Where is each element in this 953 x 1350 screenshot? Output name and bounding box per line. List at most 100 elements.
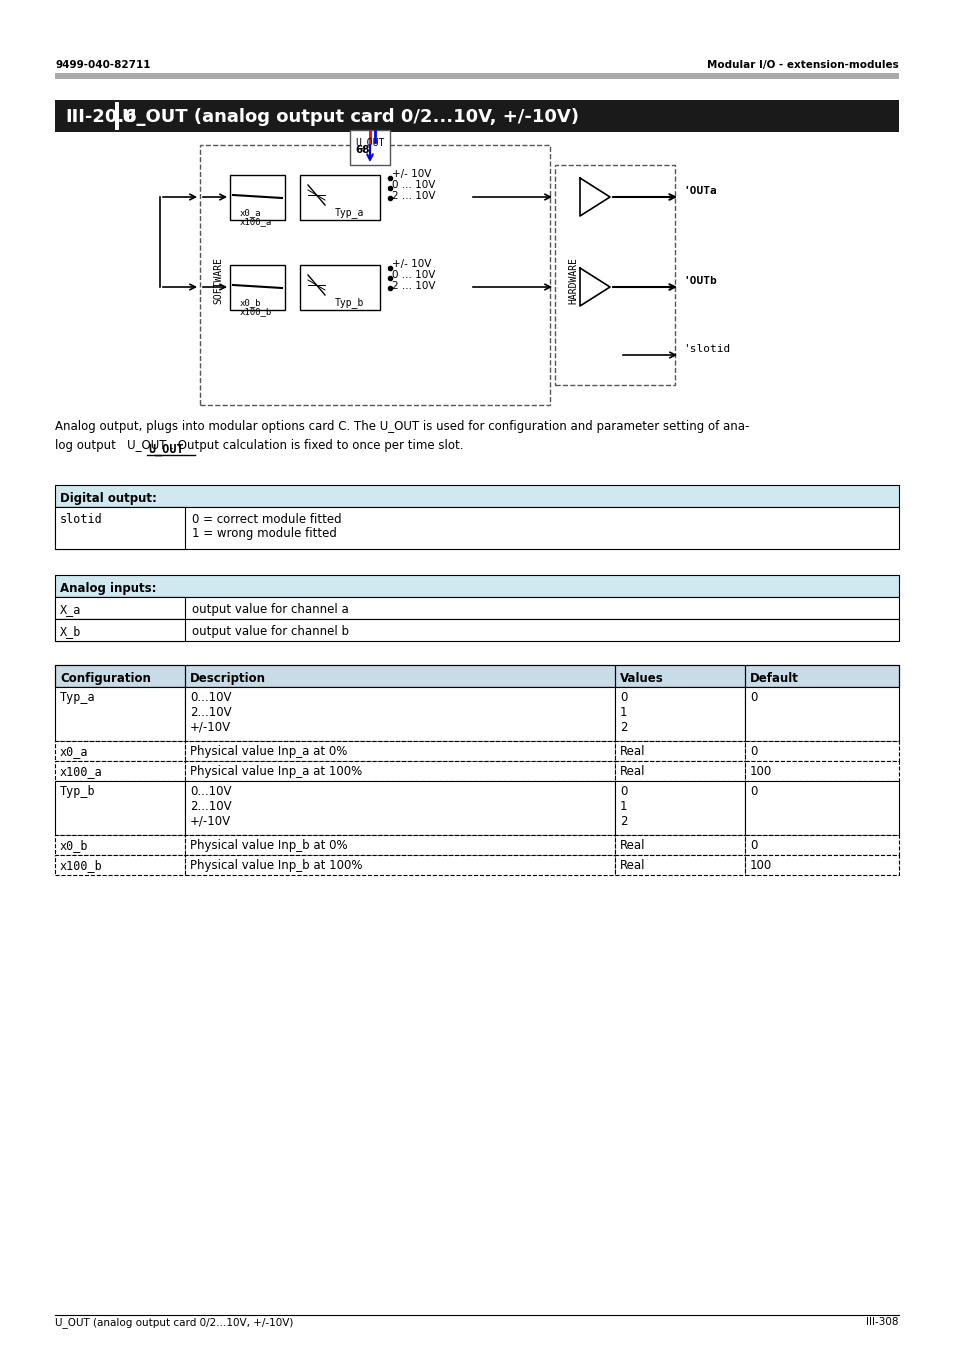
Text: Analog output, plugs into modular options card C. The U_OUT is used for configur: Analog output, plugs into modular option… — [55, 420, 749, 452]
Bar — [55, 508, 898, 549]
Bar — [55, 741, 185, 761]
Bar — [200, 144, 550, 405]
Text: 0: 0 — [619, 784, 627, 798]
Bar — [615, 741, 744, 761]
Text: 0: 0 — [749, 745, 757, 757]
Text: x0_a: x0_a — [240, 208, 261, 217]
Text: Typ_a: Typ_a — [60, 691, 95, 703]
Bar — [555, 165, 675, 385]
Text: +/-10V: +/-10V — [190, 721, 231, 734]
Bar — [744, 836, 898, 855]
Bar — [744, 855, 898, 875]
Bar — [299, 265, 379, 310]
Text: Modular I/O - extension-modules: Modular I/O - extension-modules — [706, 59, 898, 70]
Text: Real: Real — [619, 745, 645, 757]
Text: x100_b: x100_b — [60, 859, 103, 872]
Text: Description: Description — [190, 672, 266, 684]
Bar — [55, 687, 185, 741]
Bar — [230, 176, 285, 220]
Bar — [185, 666, 615, 687]
Bar — [615, 761, 744, 782]
Text: U_OUT (analog output card 0/2...10V, +/-10V): U_OUT (analog output card 0/2...10V, +/-… — [55, 1318, 294, 1328]
Bar — [55, 485, 898, 508]
Text: 0 = correct module fitted: 0 = correct module fitted — [192, 513, 341, 526]
Text: Real: Real — [619, 765, 645, 778]
Text: 'slotid: 'slotid — [682, 344, 729, 354]
Bar — [185, 687, 615, 741]
Bar — [744, 687, 898, 741]
Text: 0...10V: 0...10V — [190, 691, 232, 703]
Text: 2 ... 10V: 2 ... 10V — [392, 281, 435, 292]
Text: 'OUTa: 'OUTa — [682, 186, 716, 196]
Text: 'OUTb: 'OUTb — [682, 275, 716, 286]
Bar — [55, 597, 185, 620]
Text: Default: Default — [749, 672, 798, 684]
Bar — [55, 100, 898, 132]
Text: 2: 2 — [619, 721, 627, 734]
Text: Real: Real — [619, 859, 645, 872]
Text: Values: Values — [619, 672, 663, 684]
Bar — [55, 855, 185, 875]
Text: 0: 0 — [749, 838, 757, 852]
Bar — [230, 265, 285, 310]
Text: Digital output:: Digital output: — [60, 491, 156, 505]
Text: +/- 10V: +/- 10V — [392, 169, 431, 180]
Bar — [744, 666, 898, 687]
Bar — [615, 855, 744, 875]
Text: 9499-040-82711: 9499-040-82711 — [55, 59, 151, 70]
Bar — [55, 666, 898, 687]
Text: +/- 10V: +/- 10V — [392, 259, 431, 269]
Bar — [55, 73, 898, 80]
Text: 100: 100 — [749, 859, 771, 872]
Bar — [55, 575, 898, 597]
Text: Typ_b: Typ_b — [335, 297, 364, 308]
Bar — [615, 782, 744, 836]
Text: U_OUT: U_OUT — [148, 443, 183, 456]
Bar — [744, 741, 898, 761]
Text: X_b: X_b — [60, 625, 81, 639]
Text: 2...10V: 2...10V — [190, 706, 232, 720]
Text: 2: 2 — [619, 815, 627, 828]
Text: 0: 0 — [619, 691, 627, 703]
Text: U_OUT (analog output card 0/2...10V, +/-10V): U_OUT (analog output card 0/2...10V, +/-… — [122, 108, 578, 126]
Text: 1: 1 — [619, 706, 627, 720]
Text: III-20.6: III-20.6 — [65, 108, 136, 126]
Text: Physical value Inp_b at 100%: Physical value Inp_b at 100% — [190, 859, 362, 872]
Text: 1: 1 — [619, 801, 627, 813]
Bar — [115, 103, 119, 130]
Text: 0: 0 — [749, 691, 757, 703]
Bar — [55, 508, 185, 549]
Text: Physical value Inp_b at 0%: Physical value Inp_b at 0% — [190, 838, 347, 852]
Text: slotid: slotid — [60, 513, 103, 526]
Text: Real: Real — [619, 838, 645, 852]
Bar — [615, 687, 744, 741]
Text: 0: 0 — [749, 784, 757, 798]
Text: x100_a: x100_a — [60, 765, 103, 778]
Text: 68: 68 — [355, 144, 369, 155]
Text: 100: 100 — [749, 765, 771, 778]
Text: Analog inputs:: Analog inputs: — [60, 582, 156, 595]
Bar — [55, 620, 898, 641]
Bar — [299, 176, 379, 220]
Text: HARDWARE: HARDWARE — [567, 256, 578, 304]
Bar — [55, 836, 185, 855]
Text: X_a: X_a — [60, 603, 81, 616]
Text: Configuration: Configuration — [60, 672, 151, 684]
Bar — [185, 855, 615, 875]
Text: 2 ... 10V: 2 ... 10V — [392, 190, 435, 201]
Text: x0_b: x0_b — [240, 298, 261, 306]
Bar — [744, 761, 898, 782]
Text: 1 = wrong module fitted: 1 = wrong module fitted — [192, 526, 336, 540]
Text: +/-10V: +/-10V — [190, 815, 231, 828]
Text: 0...10V: 0...10V — [190, 784, 232, 798]
Text: x100_b: x100_b — [240, 306, 272, 316]
Bar — [615, 836, 744, 855]
Bar — [744, 782, 898, 836]
Bar — [185, 836, 615, 855]
Text: Physical value Inp_a at 100%: Physical value Inp_a at 100% — [190, 765, 362, 778]
Text: 2...10V: 2...10V — [190, 801, 232, 813]
Bar — [185, 741, 615, 761]
Text: Typ_a: Typ_a — [335, 207, 364, 217]
Bar — [615, 666, 744, 687]
Bar — [55, 782, 185, 836]
